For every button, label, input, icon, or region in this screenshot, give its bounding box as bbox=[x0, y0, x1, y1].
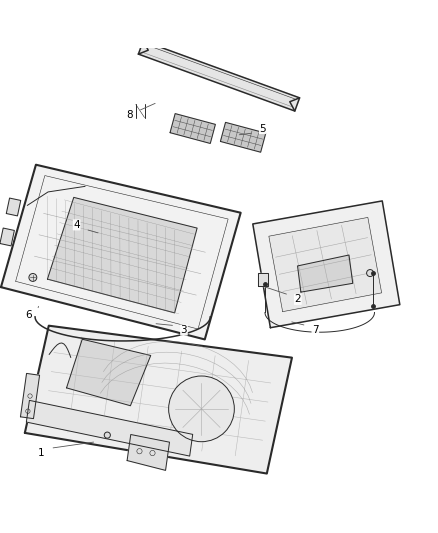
Polygon shape bbox=[0, 228, 14, 246]
Text: 4: 4 bbox=[73, 220, 80, 230]
Text: 1: 1 bbox=[38, 448, 45, 458]
Text: 6: 6 bbox=[25, 310, 32, 320]
Polygon shape bbox=[127, 434, 170, 470]
Text: 8: 8 bbox=[126, 110, 133, 120]
Polygon shape bbox=[138, 41, 300, 111]
Polygon shape bbox=[253, 201, 400, 328]
Polygon shape bbox=[47, 197, 197, 313]
Polygon shape bbox=[170, 114, 215, 143]
Text: 7: 7 bbox=[312, 325, 319, 335]
Circle shape bbox=[169, 376, 234, 442]
Text: 5: 5 bbox=[259, 124, 266, 134]
Polygon shape bbox=[67, 339, 151, 406]
Circle shape bbox=[367, 270, 374, 277]
Polygon shape bbox=[297, 255, 353, 292]
Polygon shape bbox=[258, 273, 268, 286]
Circle shape bbox=[104, 432, 110, 438]
Text: 3: 3 bbox=[180, 325, 187, 335]
Polygon shape bbox=[220, 123, 266, 152]
Polygon shape bbox=[6, 198, 21, 216]
Text: 2: 2 bbox=[294, 294, 301, 304]
Polygon shape bbox=[25, 326, 292, 473]
Polygon shape bbox=[1, 165, 240, 340]
Circle shape bbox=[29, 273, 37, 281]
Polygon shape bbox=[26, 400, 193, 456]
Polygon shape bbox=[269, 217, 381, 312]
Polygon shape bbox=[21, 374, 39, 418]
